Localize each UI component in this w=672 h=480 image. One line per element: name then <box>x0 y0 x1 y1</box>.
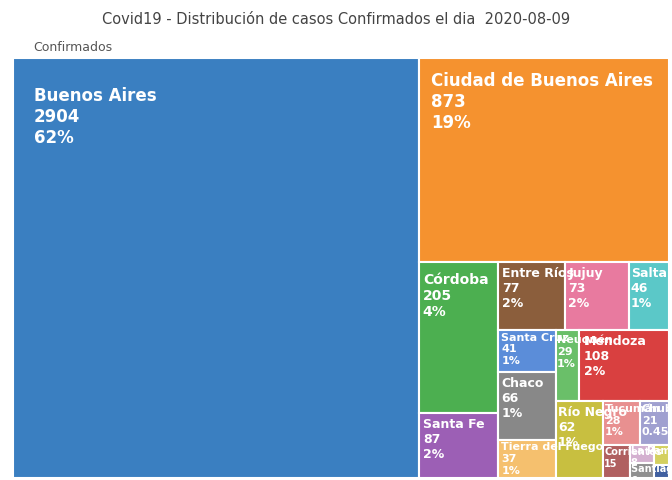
Bar <box>640 401 669 444</box>
Bar <box>419 263 499 413</box>
Text: Río Negro
62
1%: Río Negro 62 1% <box>558 406 627 449</box>
Text: Córdoba
205
4%: Córdoba 205 4% <box>423 273 489 319</box>
Bar <box>13 58 419 478</box>
Bar <box>655 465 669 478</box>
Bar <box>499 263 565 330</box>
Bar <box>556 330 579 401</box>
Text: Ciudad de Buenos Aires
873
19%: Ciudad de Buenos Aires 873 19% <box>431 72 653 132</box>
Text: Tucumán
28
1%: Tucumán 28 1% <box>605 404 661 437</box>
Text: Buenos Aires
2904
62%: Buenos Aires 2904 62% <box>34 87 157 146</box>
Bar <box>556 401 603 478</box>
Text: Corrientes
15: Corrientes 15 <box>604 447 662 468</box>
Bar <box>579 330 669 401</box>
Text: Chaco
66
1%: Chaco 66 1% <box>501 377 544 420</box>
Bar <box>603 444 630 478</box>
Bar <box>655 444 669 465</box>
Text: Santiago del Estero
6: Santiago del Estero 6 <box>631 465 672 480</box>
Text: Tierra del Fuego
37
1%: Tierra del Fuego 37 1% <box>501 442 603 476</box>
Text: Chubut
21
0.45%: Chubut 21 0.45% <box>642 404 672 437</box>
Text: Santa Fe
87
2%: Santa Fe 87 2% <box>423 418 485 461</box>
Bar <box>499 372 556 440</box>
Bar <box>499 440 556 478</box>
Text: Santa Cruz
41
1%: Santa Cruz 41 1% <box>501 333 569 366</box>
Bar <box>630 464 655 478</box>
Text: Salta
46
1%: Salta 46 1% <box>630 267 667 310</box>
Bar <box>603 401 640 444</box>
Text: Jujuy
73
2%: Jujuy 73 2% <box>569 267 603 310</box>
Bar <box>630 444 655 464</box>
Text: Mendoza
108
2%: Mendoza 108 2% <box>584 335 646 378</box>
Bar <box>419 413 499 478</box>
Bar <box>499 330 556 372</box>
Bar <box>629 263 669 330</box>
Text: Confirmados: Confirmados <box>34 41 113 54</box>
Bar <box>565 263 629 330</box>
Text: Neuquén
29
1%: Neuquén 29 1% <box>556 335 612 369</box>
Text: Covid19 - Distribución de casos Confirmados el dia  2020-08-09: Covid19 - Distribución de casos Confirma… <box>102 12 570 27</box>
Text: Entre Ríos
77
2%: Entre Ríos 77 2% <box>502 267 574 310</box>
Text: La Pampa
8: La Pampa 8 <box>631 446 672 468</box>
Bar <box>419 58 669 263</box>
